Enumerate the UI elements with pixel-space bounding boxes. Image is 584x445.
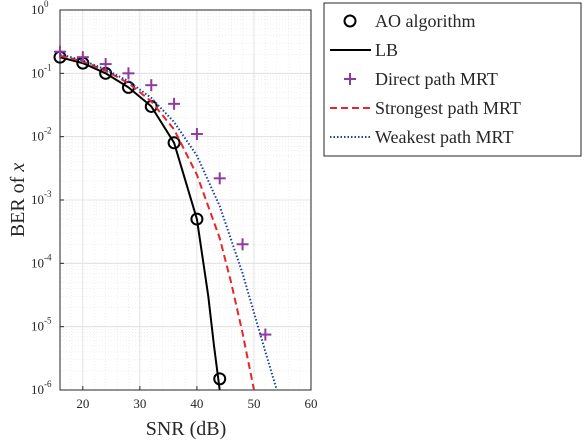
legend-label: Weakest path MRT — [375, 127, 513, 147]
series-line-strongest-path-mrt — [60, 54, 255, 390]
y-tick-label: 10-3 — [31, 189, 52, 207]
x-tick-label: 50 — [247, 396, 260, 411]
y-axis-label: BER of x — [7, 163, 29, 238]
axis-ticks: 20 30 40 50 60 100 10-1 10-2 10-3 10-4 10-5 10-6 — [31, 0, 318, 411]
data-point — [190, 128, 203, 141]
legend-item-lb: LB — [330, 40, 398, 60]
y-axis-label-var: x — [7, 163, 29, 173]
y-tick-label: 10-2 — [31, 126, 52, 144]
legend-marker — [344, 73, 356, 85]
series-direct-path-mrt — [54, 45, 272, 341]
y-tick-label: 10-5 — [31, 316, 52, 334]
legend-box — [323, 2, 582, 157]
data-point — [167, 136, 181, 150]
y-axis-label-main: BER of — [7, 172, 29, 238]
data-point — [145, 79, 158, 92]
x-tick-label: 60 — [305, 396, 318, 411]
data-point — [259, 328, 272, 341]
y-tick-label: 10-4 — [31, 252, 52, 270]
x-axis-label: SNR (dB) — [146, 418, 227, 440]
y-tick-label: 10-1 — [31, 62, 52, 80]
legend-label: Strongest path MRT — [375, 98, 521, 118]
data-point — [168, 97, 181, 110]
legend-marker — [343, 14, 357, 28]
x-tick-label: 20 — [76, 396, 89, 411]
y-tick-label: 100 — [31, 0, 49, 17]
legend-item-weakest-path-mrt: Weakest path MRT — [330, 127, 513, 147]
data-point — [54, 45, 66, 58]
legend-label: AO algorithm — [375, 11, 476, 31]
data-point — [236, 238, 249, 251]
series-weakest-path-mrt — [60, 53, 278, 390]
legend: AO algorithm LB Direct path MRT Strongest p… — [323, 2, 582, 157]
legend-item-direct-path-mrt: Direct path MRT — [344, 69, 498, 89]
series-strongest-path-mrt — [60, 54, 255, 390]
series-line-weakest-path-mrt — [60, 53, 278, 390]
legend-label: LB — [375, 40, 398, 60]
data-point — [122, 67, 135, 80]
data-point — [213, 172, 226, 185]
series-line-lb — [60, 56, 221, 390]
x-tick-label: 40 — [190, 396, 203, 411]
series-group — [53, 45, 278, 390]
legend-item-ao-algorithm: AO algorithm — [343, 11, 476, 31]
x-tick-label: 30 — [133, 396, 146, 411]
data-point — [99, 58, 112, 71]
legend-item-strongest-path-mrt: Strongest path MRT — [330, 98, 521, 118]
series-lb — [60, 56, 221, 390]
legend-label: Direct path MRT — [375, 69, 498, 89]
y-tick-label: 10-6 — [31, 379, 52, 397]
